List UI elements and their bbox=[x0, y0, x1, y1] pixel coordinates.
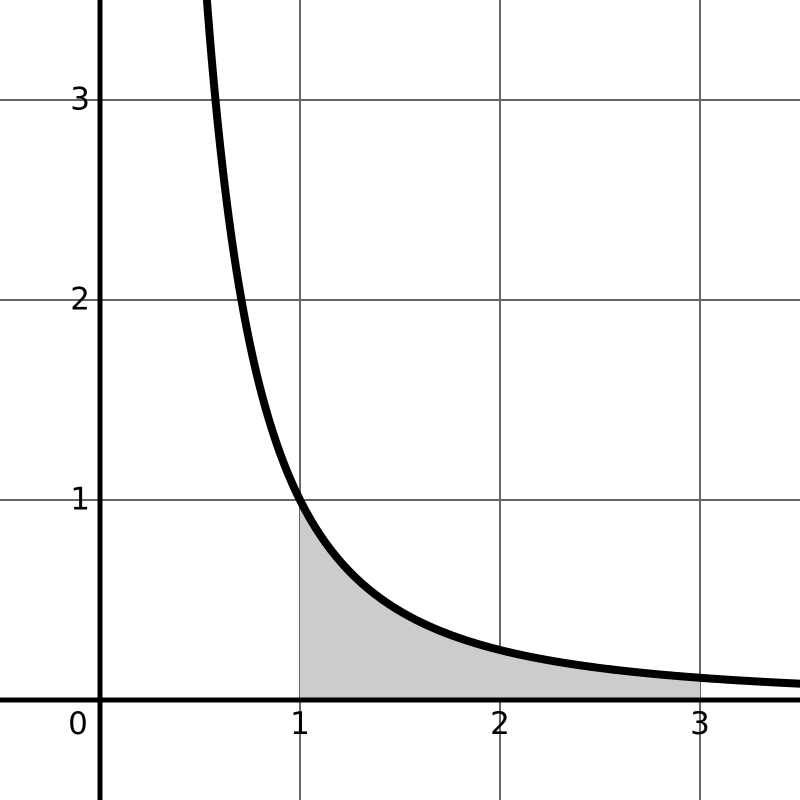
shaded-area-under-curve bbox=[300, 500, 700, 700]
x-axis-tick-label: 3 bbox=[690, 706, 710, 742]
y-axis-tick-label: 2 bbox=[70, 281, 90, 318]
shaded-area-group bbox=[300, 500, 700, 700]
y-axis-tick-label: 1 bbox=[70, 481, 90, 518]
x-axis-tick-label: 0 bbox=[68, 706, 88, 742]
x-axis-tick-label: 1 bbox=[290, 706, 310, 742]
y-axis-tick-label: 3 bbox=[70, 81, 90, 118]
function-curve bbox=[203, 0, 800, 688]
curve-group bbox=[203, 0, 800, 688]
x-axis-tick-label: 2 bbox=[490, 706, 510, 742]
